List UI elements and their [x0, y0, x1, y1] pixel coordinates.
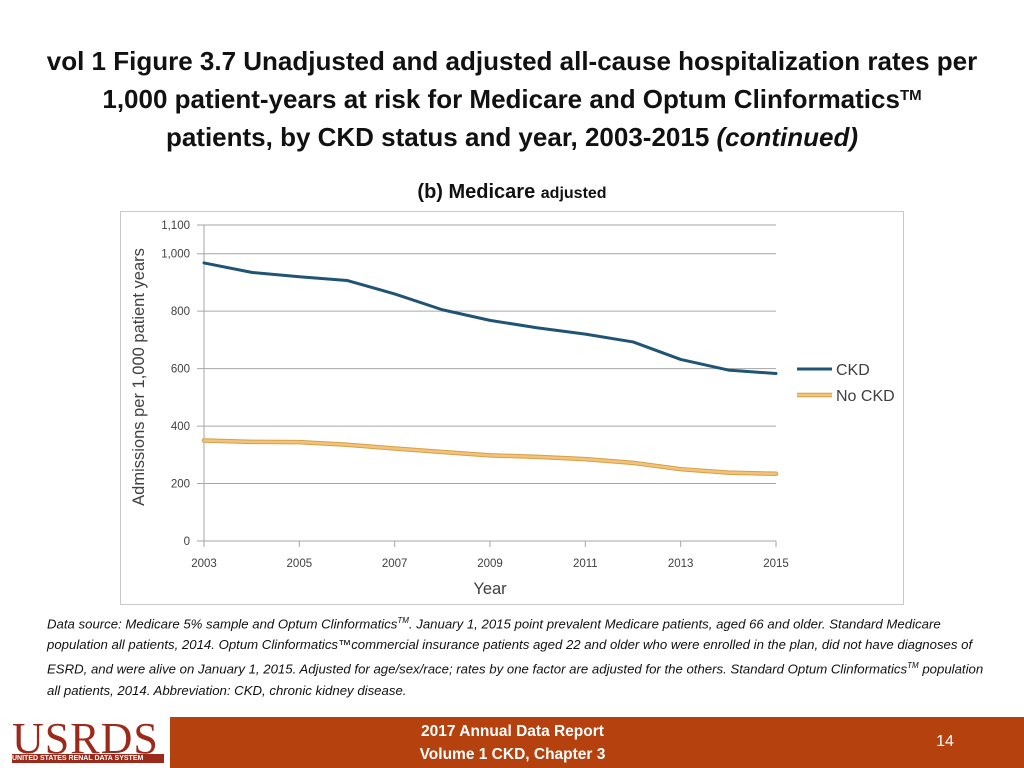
title-trademark: TM — [899, 87, 922, 104]
page-number: 14 — [936, 733, 954, 750]
x-tick-label: 2013 — [668, 558, 694, 570]
logo-subtitle: UNITED STATES RENAL DATA SYSTEM — [12, 754, 164, 763]
x-tick-label: 2003 — [191, 558, 217, 570]
figure-title: vol 1 Figure 3.7 Unadjusted and adjusted… — [0, 42, 1024, 156]
source-text-2: . January 1, 2015 point prevalent Medica… — [47, 616, 973, 677]
x-axis-label: Year — [473, 580, 507, 598]
legend-label-ckd: CKD — [836, 362, 870, 379]
y-tick-label: 1,000 — [161, 249, 190, 261]
chart-subtitle: (b) Medicare adjusted — [0, 181, 1024, 204]
x-tick-label: 2005 — [287, 558, 313, 570]
x-tick-label: 2015 — [763, 558, 789, 570]
legend-label-no-ckd: No CKD — [836, 388, 895, 405]
data-source-note: Data source: Medicare 5% sample and Optu… — [47, 610, 987, 701]
y-tick-label: 600 — [171, 364, 190, 376]
line-chart: 0 200 400 600 800 1,000 1,100 2003 2005 2007 2009… — [120, 211, 904, 605]
y-tick-label: 0 — [184, 536, 190, 548]
title-line-3: patients, by CKD status and year, 2003-2… — [165, 122, 717, 152]
series-line-no-ckd — [202, 439, 778, 476]
subtitle-adjusted: adjusted — [540, 185, 607, 202]
report-title: 2017 Annual Data Report Volume 1 CKD, Ch… — [360, 720, 665, 766]
y-tick-label: 400 — [171, 421, 190, 433]
subtitle-main: (b) Medicare — [417, 181, 536, 203]
footer-bar: USRDS UNITED STATES RENAL DATA SYSTEM 20… — [0, 715, 1024, 768]
usrds-logo: USRDS UNITED STATES RENAL DATA SYSTEM — [0, 715, 170, 768]
source-text-3: population all patients, 2014. Abbreviat… — [47, 661, 984, 698]
x-tick-label: 2007 — [382, 558, 408, 570]
x-tick-label: 2011 — [573, 558, 598, 570]
source-text-1: Data source: Medicare 5% sample and Optu… — [47, 616, 398, 632]
title-continued: (continued) — [716, 122, 859, 152]
title-line-1: vol 1 Figure 3.7 Unadjusted and adjusted… — [46, 46, 978, 76]
y-tick-label: 800 — [171, 306, 190, 318]
report-line-2: Volume 1 CKD, Chapter 3 — [419, 746, 606, 763]
y-tick-label: 1,100 — [161, 220, 190, 232]
title-line-2: 1,000 patient-years at risk for Medicare… — [102, 84, 900, 114]
source-tm-2: TM — [907, 661, 919, 671]
y-tick-label: 200 — [171, 479, 190, 491]
x-tick-label: 2009 — [477, 558, 503, 570]
report-line-1: 2017 Annual Data Report — [421, 723, 604, 740]
source-tm-1: TM — [397, 616, 409, 625]
chart-frame — [120, 211, 904, 605]
y-axis-label: Admissions per 1,000 patient years — [130, 248, 148, 506]
series-line-ckd — [202, 261, 778, 376]
